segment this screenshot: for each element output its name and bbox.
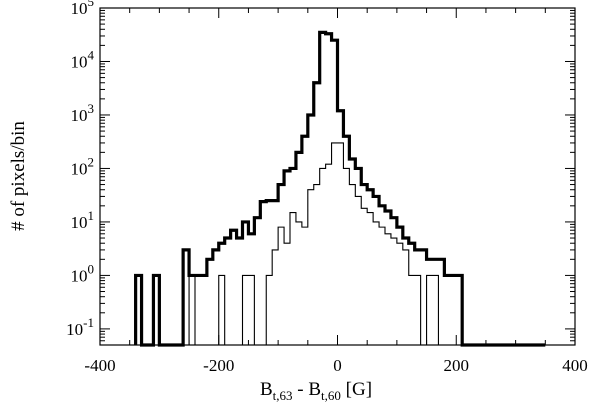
x-axis-ticks: -400 -200 0 200 400 [84,8,588,375]
x-tick-label: 0 [333,356,342,375]
y-axis-ticks: 105 104 103 102 101 100 10-1 [66,0,575,346]
x-axis-label: Bt,63 - Bt,60 [G] [260,379,372,403]
x-tick-label: 200 [444,356,470,375]
histogram-series [134,30,546,347]
y-tick-label: 100 [71,261,95,285]
series-line-1 [134,30,546,347]
x-tick-label: -200 [203,356,234,375]
y-tick-label: 103 [71,101,95,125]
x-tick-label: 400 [562,356,588,375]
y-tick-label: 105 [71,0,95,18]
y-tick-label: 102 [71,154,95,178]
y-axis-label: # of pixels/bin [8,121,29,231]
y-tick-label: 101 [71,208,95,232]
x-tick-label: -400 [84,356,115,375]
y-tick-label: 10-1 [66,315,94,339]
y-tick-label: 104 [71,47,95,71]
series-line-2 [188,142,463,346]
